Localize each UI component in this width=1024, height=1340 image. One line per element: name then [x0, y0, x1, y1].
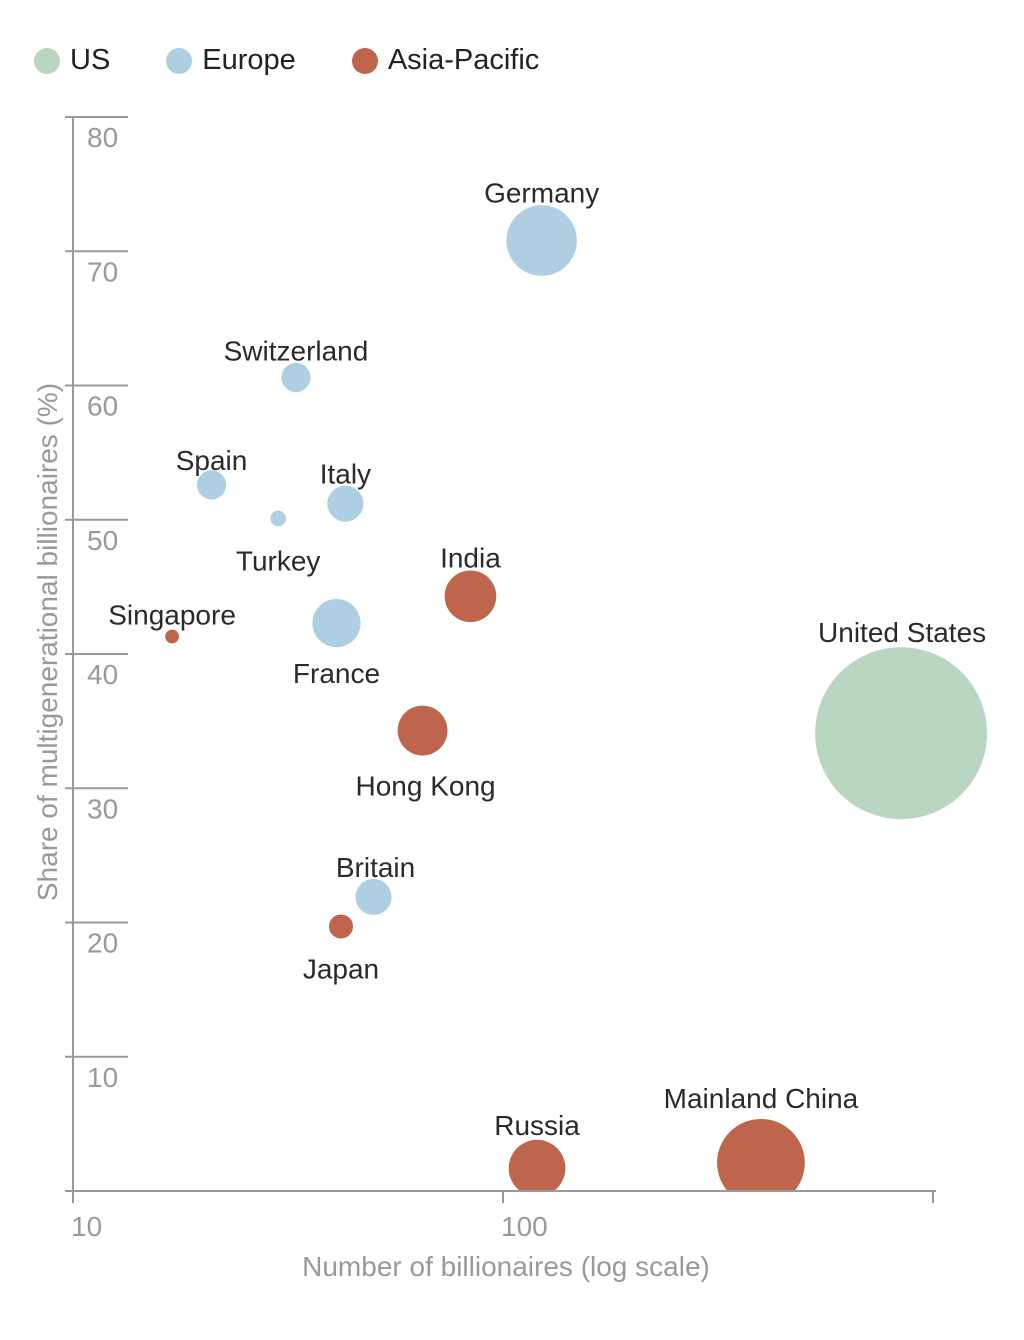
y-axis-title: Share of multigenerational billionaires …: [32, 383, 63, 901]
x-tick-label: 100: [501, 1211, 548, 1242]
bubble-switzerland: [281, 362, 311, 393]
label-mainland-china: Mainland China: [664, 1083, 859, 1114]
legend-label-us: US: [70, 44, 111, 76]
label-russia: Russia: [494, 1110, 580, 1141]
legend-swatch-asia-pacific: [351, 47, 378, 74]
label-japan: Japan: [303, 954, 379, 985]
x-axis-title: Number of billionaires (log scale): [302, 1251, 710, 1282]
y-tick-label: 80: [87, 122, 118, 153]
y-tick-label: 70: [87, 256, 118, 287]
y-tick-label: 50: [87, 525, 118, 556]
bubble-mainland-china: [717, 1118, 805, 1191]
label-italy: Italy: [320, 459, 371, 490]
axes: 10 20 30 40 50 60 70 80 10 100: [65, 116, 936, 1242]
bubble-singapore: [165, 629, 179, 644]
label-france: France: [293, 658, 380, 689]
bubble-india: [444, 570, 497, 623]
y-tick-label: 30: [87, 793, 118, 824]
bubble-russia: [508, 1139, 566, 1191]
bubbles-layer: [165, 205, 988, 1191]
label-india: India: [440, 542, 501, 573]
label-britain: Britain: [336, 852, 415, 883]
label-spain: Spain: [176, 445, 248, 476]
bubble-japan: [328, 914, 354, 939]
legend-item-us: US: [34, 44, 110, 77]
bubble-italy: [327, 485, 364, 522]
label-singapore: Singapore: [108, 600, 236, 631]
label-united-states: United States: [818, 617, 986, 648]
legend-label-asia-pacific: Asia-Pacific: [387, 44, 540, 76]
y-tick-label: 60: [87, 391, 118, 422]
point-labels: Germany Switzerland Spain Italy Turkey India S…: [108, 178, 986, 1142]
y-tick-label: 40: [87, 659, 118, 690]
bubble-turkey: [270, 510, 286, 527]
label-switzerland: Switzerland: [224, 335, 369, 366]
bubble-britain: [355, 878, 392, 916]
y-tick-label: 20: [87, 928, 118, 959]
bubble-hong-kong: [397, 705, 448, 756]
legend-swatch-europe: [166, 47, 193, 74]
bubble-france: [312, 599, 361, 648]
y-tick-label: 10: [87, 1062, 118, 1093]
legend: US Europe Asia-Pacific: [34, 44, 595, 77]
bubble-germany: [506, 205, 577, 276]
label-hong-kong: Hong Kong: [355, 771, 495, 802]
legend-item-europe: Europe: [166, 44, 296, 77]
legend-label-europe: Europe: [202, 44, 296, 76]
bubble-spain: [196, 470, 227, 500]
bubble-united-states: [815, 647, 988, 820]
x-tick-label: 10: [71, 1211, 102, 1242]
legend-swatch-us: [34, 47, 60, 74]
label-turkey: Turkey: [236, 545, 321, 576]
legend-item-asia-pacific: Asia-Pacific: [351, 44, 540, 77]
label-germany: Germany: [484, 178, 599, 209]
